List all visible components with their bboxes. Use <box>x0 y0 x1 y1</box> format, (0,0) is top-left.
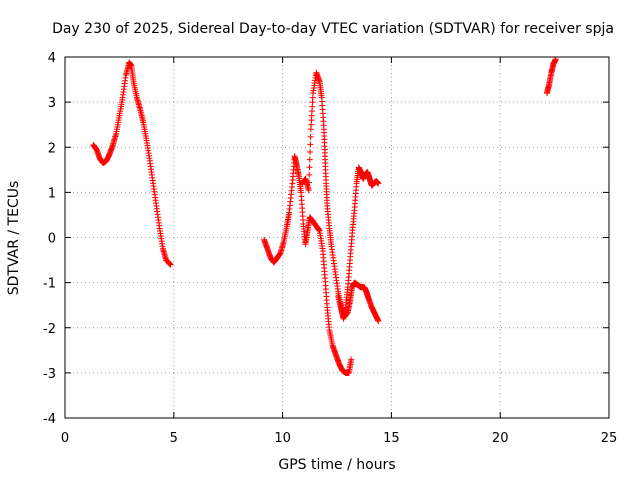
data-point <box>166 261 173 268</box>
series-arc-5 <box>543 56 559 97</box>
data-point <box>305 179 312 186</box>
y-tick-label: 1 <box>48 186 56 201</box>
data-point <box>166 260 173 267</box>
data-point <box>375 180 382 187</box>
data-point <box>167 261 174 268</box>
x-tick-label: 10 <box>274 431 291 446</box>
y-axis-label: SDTVAR / TECUs <box>6 181 22 296</box>
data-point <box>307 133 314 140</box>
x-tick-label: 0 <box>61 431 69 446</box>
x-tick-labels: 0 5 10 15 20 25 <box>61 431 617 446</box>
data-point <box>375 317 382 324</box>
plot-frame <box>64 56 610 419</box>
data-point <box>305 187 312 194</box>
y-tick-labels: -4 -3 -2 -1 0 1 2 3 4 <box>43 51 56 427</box>
y-tick-label: 3 <box>48 96 56 111</box>
y-tick-label: 2 <box>48 141 56 156</box>
data-point <box>306 171 313 178</box>
y-tick-label: -1 <box>43 277 56 292</box>
data-point <box>348 356 355 363</box>
data-point <box>307 141 314 148</box>
series-arc-4 <box>335 164 382 322</box>
series-arc-1 <box>90 59 174 268</box>
data-point <box>306 156 313 163</box>
chart-title: Day 230 of 2025, Sidereal Day-to-day VTE… <box>52 21 614 37</box>
y-tick-label: -3 <box>43 367 56 382</box>
data-point <box>307 149 314 156</box>
x-tick-label: 15 <box>383 431 400 446</box>
y-tick-label: -2 <box>43 322 56 337</box>
y-tick-label: 4 <box>48 51 56 66</box>
x-tick-label: 25 <box>601 431 618 446</box>
x-axis-label: GPS time / hours <box>278 457 395 473</box>
data-point <box>306 164 313 171</box>
x-tick-label: 20 <box>492 431 509 446</box>
y-tick-label: -4 <box>43 412 56 427</box>
series-arc-2 <box>261 153 355 376</box>
data-points <box>90 56 559 376</box>
x-tick-label: 5 <box>170 431 178 446</box>
data-point <box>552 56 559 63</box>
series-arc-3 <box>299 69 382 324</box>
y-tick-label: 0 <box>48 232 56 247</box>
